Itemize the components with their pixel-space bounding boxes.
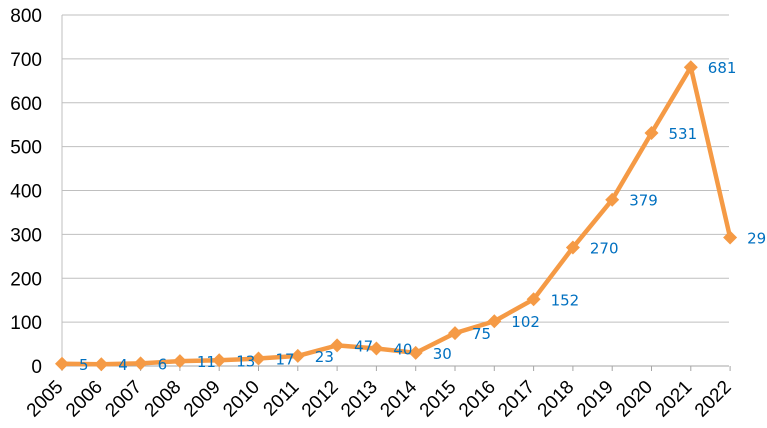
data-point-marker: [251, 351, 266, 366]
data-point-marker: [290, 348, 305, 363]
data-label: 30: [433, 345, 452, 363]
data-label: 4: [118, 356, 128, 374]
data-point-marker: [605, 192, 620, 207]
data-point-marker: [408, 345, 423, 360]
x-tick-label: 2015: [416, 377, 461, 422]
x-tick-label: 2019: [573, 377, 618, 422]
data-point-marker: [212, 353, 227, 368]
x-tick-label: 2008: [141, 377, 186, 422]
data-label: 40: [393, 340, 412, 358]
data-point-marker: [683, 60, 698, 75]
x-tick-label: 2010: [219, 377, 264, 422]
data-labels: 5 4 6 11 13 17 23 47 40 30 75 102 152 270 379 531 681 293: [79, 59, 767, 374]
data-label: 23: [315, 348, 334, 366]
data-point-marker: [330, 338, 345, 353]
y-tick-label: 800: [10, 6, 42, 27]
data-label: 152: [551, 291, 580, 309]
data-label: 293: [747, 229, 767, 247]
data-label: 47: [354, 337, 373, 355]
data-label: 6: [158, 355, 168, 373]
data-point-marker: [448, 326, 462, 341]
data-point-marker: [526, 292, 541, 307]
x-tick-label: 2018: [534, 377, 579, 422]
data-point-marker: [723, 230, 738, 245]
x-tick-label: 2022: [691, 377, 736, 422]
data-point-marker: [565, 240, 580, 255]
data-label: 5: [79, 356, 89, 374]
x-tick-label: 2012: [298, 377, 343, 422]
y-tick-label: 600: [10, 94, 42, 115]
y-tick-label: 300: [10, 225, 42, 246]
y-tick-label: 100: [10, 313, 42, 334]
y-tick-label: 200: [10, 269, 42, 290]
x-tick-label: 2011: [260, 377, 304, 421]
data-label: 379: [629, 192, 658, 210]
data-markers: [55, 60, 738, 372]
x-tick-label: 2016: [455, 377, 500, 422]
x-tick-label: 2017: [494, 377, 539, 422]
y-tick-label: 700: [10, 50, 42, 71]
y-tick-label: 400: [10, 182, 42, 203]
data-label: 17: [276, 351, 295, 369]
y-axis-ticks: 0 100 200 300 400 500 600 700 800: [10, 6, 42, 378]
data-label: 531: [669, 125, 698, 143]
data-label: 13: [236, 352, 255, 370]
data-label: 102: [511, 313, 540, 331]
x-tick-label: 2006: [62, 377, 107, 422]
x-tick-label: 2007: [101, 377, 146, 422]
data-point-marker: [487, 314, 502, 329]
x-tick-label: 2005: [23, 377, 68, 422]
gridlines: [62, 14, 729, 367]
data-point-marker: [644, 126, 659, 141]
data-point-marker: [172, 354, 187, 369]
data-label: 75: [472, 325, 491, 343]
x-tick-label: 2014: [376, 376, 421, 421]
y-tick-label: 0: [31, 357, 42, 378]
x-axis: 2005200620072008200920102011201220132014…: [23, 15, 736, 421]
series-line: [59, 64, 733, 367]
data-label: 11: [197, 353, 216, 371]
data-label: 270: [590, 240, 619, 258]
x-tick-label: 2013: [337, 377, 382, 422]
x-tick-label: 2021: [652, 377, 697, 422]
data-point-marker: [55, 356, 69, 371]
data-point-marker: [369, 341, 384, 356]
data-point-marker: [94, 357, 109, 372]
y-tick-label: 500: [10, 138, 42, 159]
x-tick-label: 2009: [180, 377, 225, 422]
data-label: 681: [708, 59, 737, 77]
data-point-marker: [133, 356, 148, 371]
x-tick-label: 2020: [612, 377, 657, 422]
series-line-path: [59, 64, 733, 367]
